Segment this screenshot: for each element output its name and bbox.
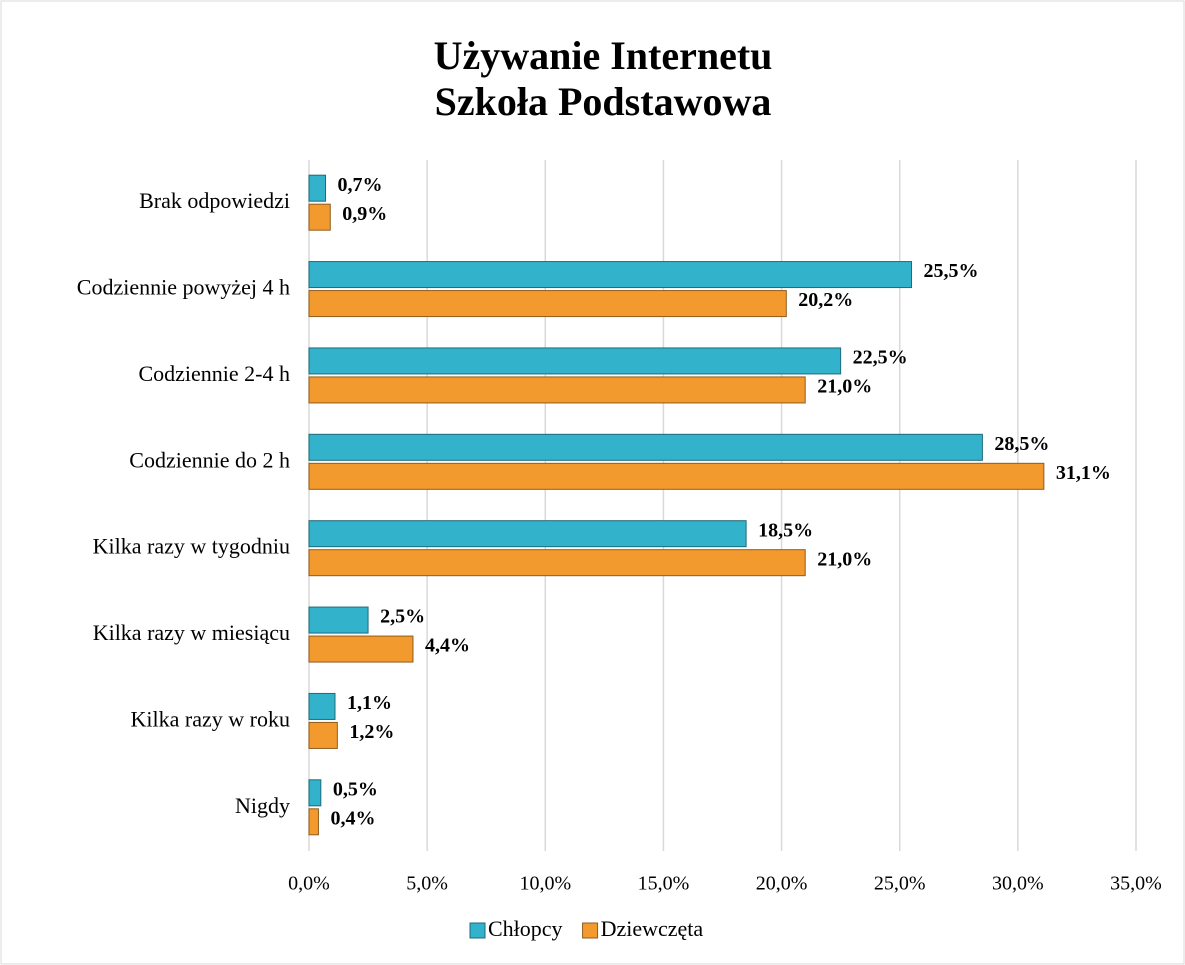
x-tick-label: 5,0% bbox=[406, 873, 448, 895]
bar bbox=[308, 549, 806, 577]
y-tick-label: Nigdy bbox=[235, 793, 290, 818]
x-tick-label: 35,0% bbox=[1110, 873, 1162, 895]
data-label: 31,1% bbox=[1056, 462, 1111, 484]
data-label: 22,5% bbox=[853, 347, 908, 369]
bar bbox=[308, 261, 913, 289]
data-label: 20,2% bbox=[798, 289, 853, 311]
x-tick-label: 25,0% bbox=[874, 873, 926, 895]
data-label: 4,4% bbox=[425, 635, 470, 657]
data-label: 2,5% bbox=[380, 606, 425, 628]
data-label: 21,0% bbox=[817, 376, 872, 398]
bar bbox=[308, 520, 747, 548]
data-label: 25,5% bbox=[924, 260, 979, 282]
x-tick-label: 10,0% bbox=[519, 873, 571, 895]
x-tick-label: 0,0% bbox=[288, 873, 330, 895]
bar bbox=[308, 635, 414, 663]
bar bbox=[308, 433, 983, 461]
bar bbox=[308, 779, 322, 807]
legend-label: Chłopcy bbox=[488, 916, 563, 941]
data-label: 21,0% bbox=[817, 548, 872, 570]
y-tick-label: Codziennie powyżej 4 h bbox=[77, 275, 290, 300]
y-tick-label: Codziennie do 2 h bbox=[129, 447, 290, 472]
bar bbox=[308, 692, 336, 720]
chart-title: Używanie Internetu bbox=[434, 33, 773, 78]
x-tick-label: 15,0% bbox=[638, 873, 690, 895]
x-tick-label: 30,0% bbox=[992, 873, 1044, 895]
y-tick-label: Codziennie 2-4 h bbox=[138, 361, 290, 386]
legend-label: Dziewczęta bbox=[601, 916, 704, 941]
data-label: 0,7% bbox=[338, 174, 383, 196]
data-label: 18,5% bbox=[758, 519, 813, 541]
data-label: 1,1% bbox=[347, 692, 392, 714]
chart-subtitle: Szkoła Podstawowa bbox=[435, 79, 772, 124]
data-label: 0,5% bbox=[333, 778, 378, 800]
bar bbox=[308, 290, 787, 318]
bar bbox=[308, 347, 842, 375]
bar bbox=[308, 462, 1045, 490]
bar bbox=[308, 376, 806, 404]
y-tick-label: Kilka razy w tygodniu bbox=[93, 534, 290, 559]
data-label: 28,5% bbox=[994, 433, 1049, 455]
data-label: 1,2% bbox=[349, 721, 394, 743]
data-label: 0,4% bbox=[330, 807, 375, 829]
data-label: 0,9% bbox=[342, 203, 387, 225]
y-tick-label: Kilka razy w miesiącu bbox=[93, 620, 290, 645]
y-tick-label: Kilka razy w roku bbox=[131, 706, 290, 731]
legend-marker bbox=[469, 922, 486, 939]
bar bbox=[308, 721, 338, 749]
bar bbox=[308, 174, 327, 202]
y-tick-label: Brak odpowiedzi bbox=[139, 188, 290, 213]
bar bbox=[308, 808, 319, 836]
bar bbox=[308, 606, 369, 634]
x-tick-label: 20,0% bbox=[756, 873, 808, 895]
legend-marker bbox=[582, 922, 599, 939]
bar bbox=[308, 203, 331, 231]
